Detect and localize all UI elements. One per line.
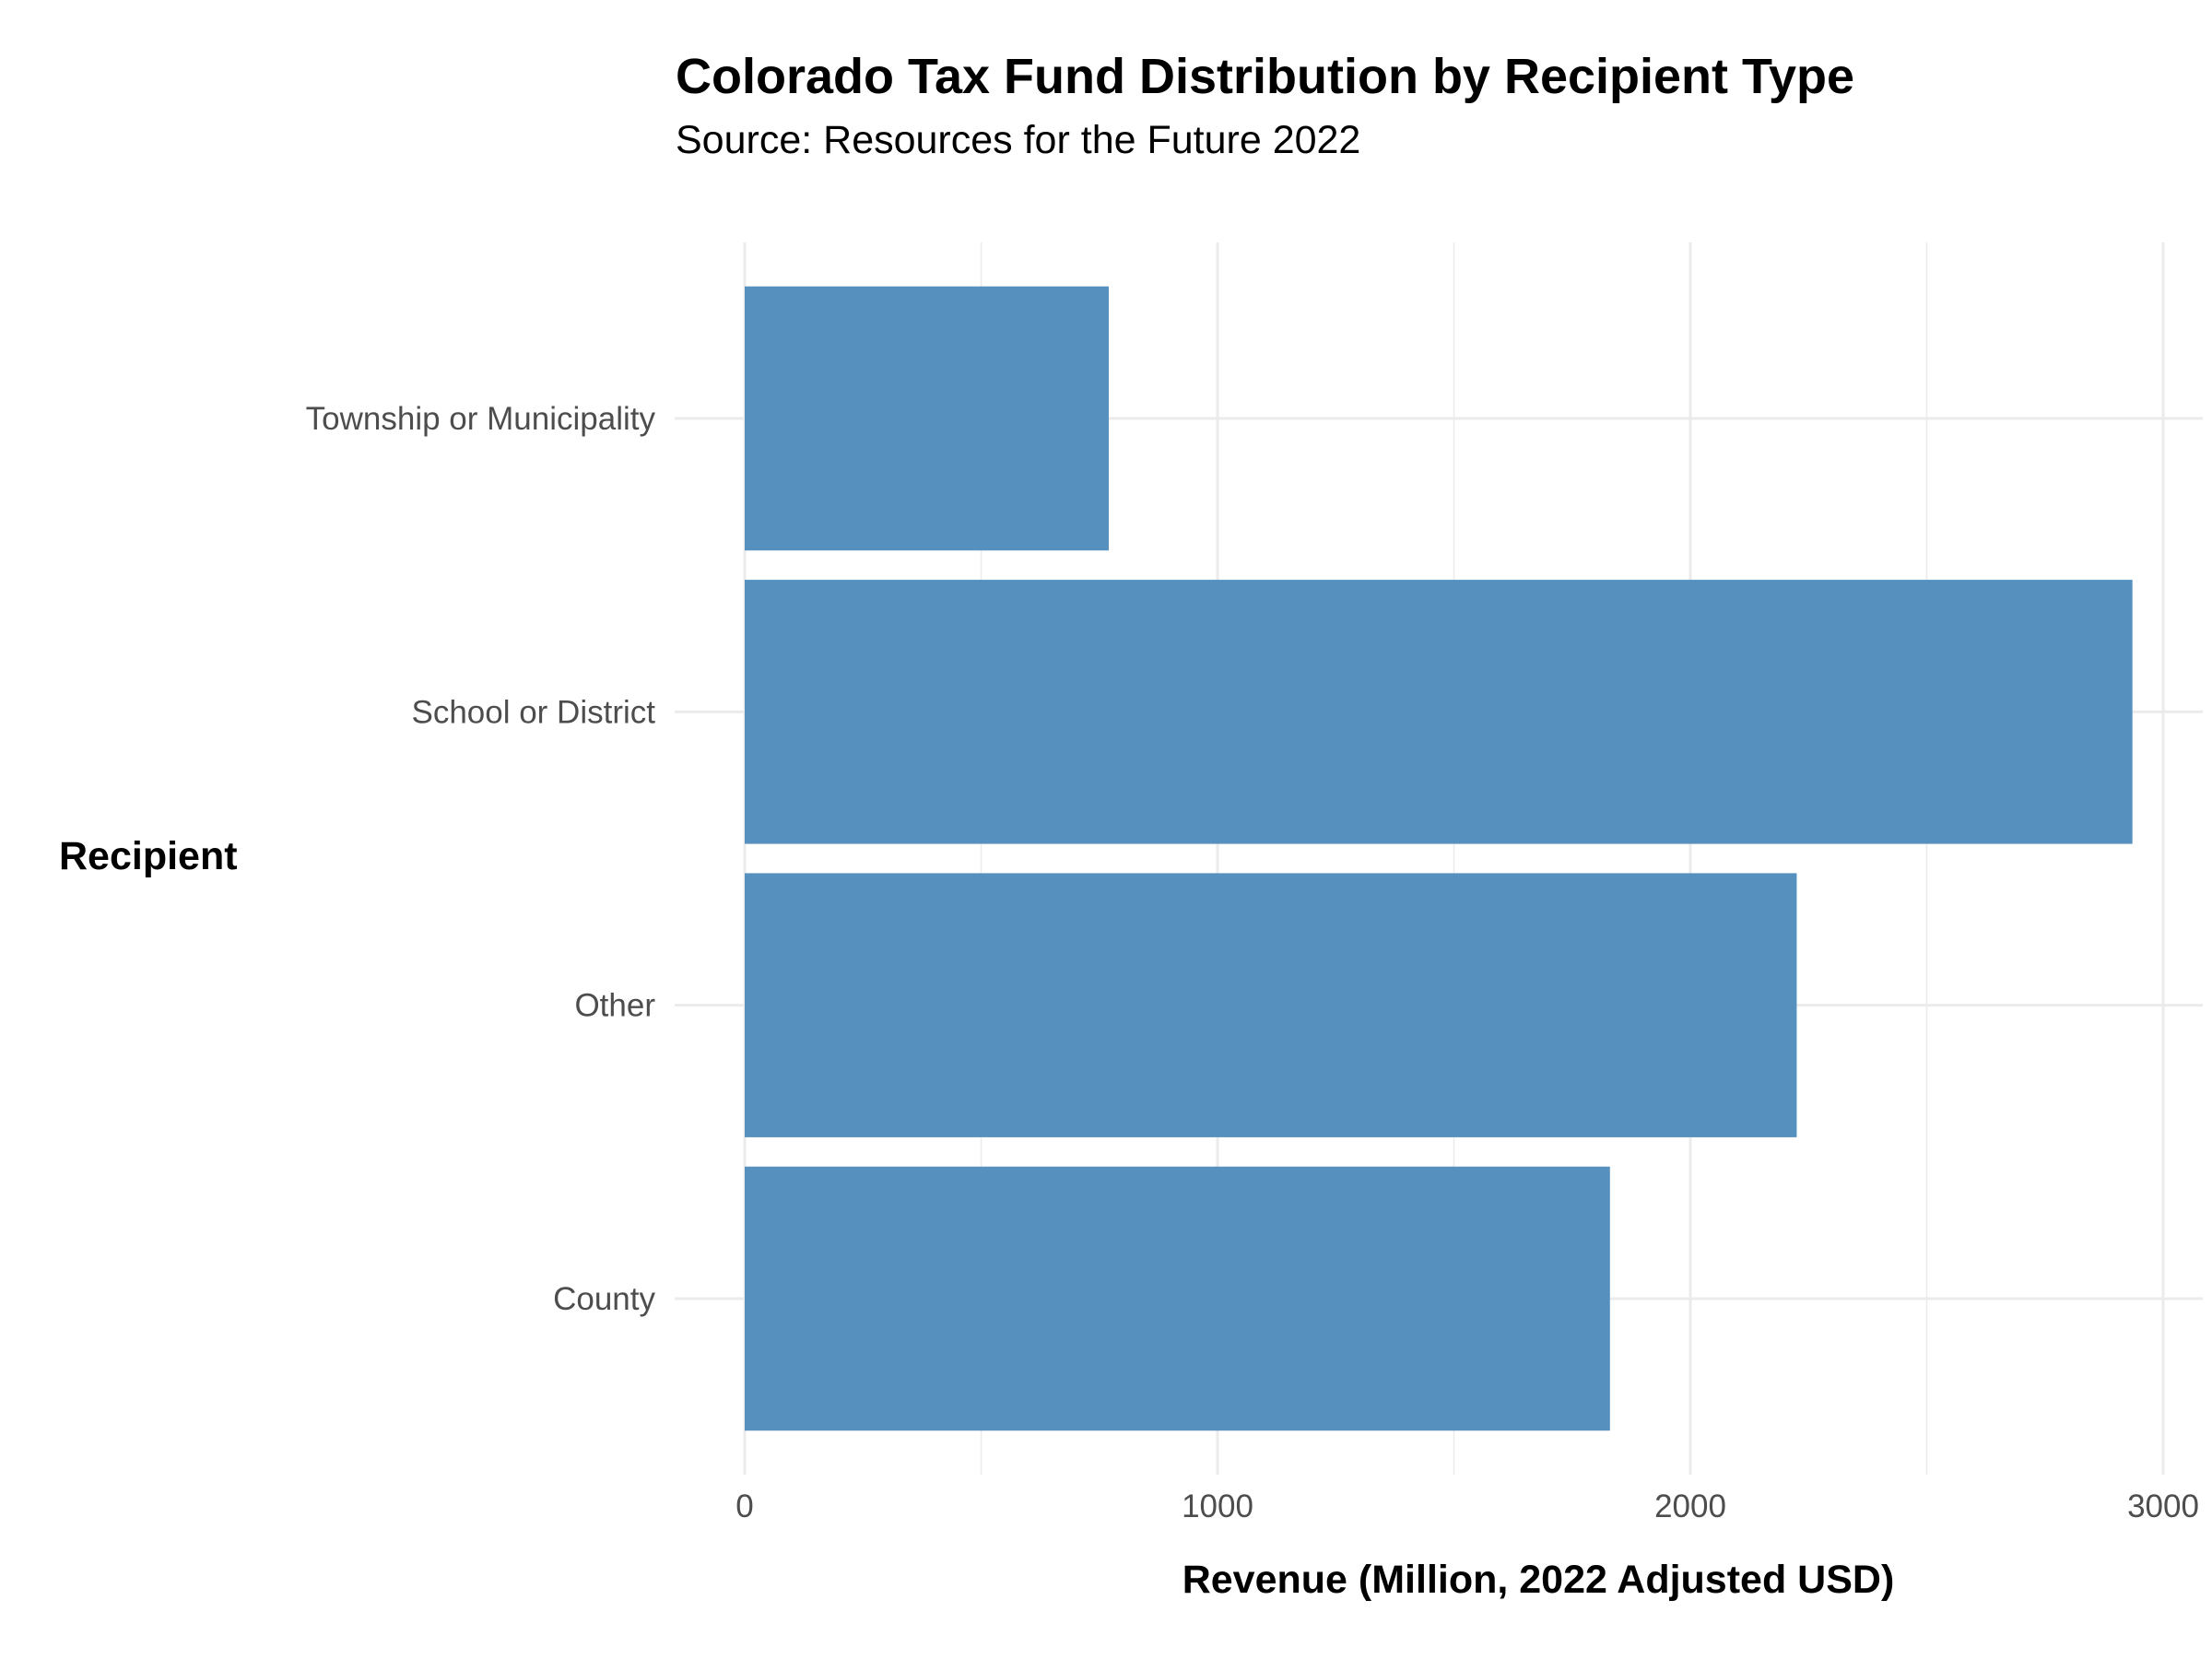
x-axis-label: Revenue (Million, 2022 Adjusted USD) xyxy=(1182,1558,1895,1602)
chart-subtitle: Source: Resources for the Future 2022 xyxy=(676,118,1361,162)
bar-township-or-municipality xyxy=(745,286,1110,551)
y-tick-label: School or District xyxy=(411,694,655,730)
x-tick-label: 2000 xyxy=(1654,1488,1726,1524)
tick-label-layer: County Other School or District Township or… xyxy=(306,401,2199,1524)
y-tick-label: Township or Municipality xyxy=(306,401,656,437)
y-axis-label: Recipient xyxy=(59,834,238,878)
x-tick-label: 3000 xyxy=(2127,1488,2199,1524)
bar-school-or-district xyxy=(745,580,2133,844)
y-tick-label: County xyxy=(553,1281,655,1317)
y-tick-label: Other xyxy=(574,988,655,1024)
bar-other xyxy=(745,873,1797,1137)
x-tick-label: 1000 xyxy=(1182,1488,1253,1524)
bar-layer xyxy=(745,286,2133,1431)
bar-county xyxy=(745,1166,1610,1431)
x-tick-label: 0 xyxy=(735,1488,753,1524)
chart-title: Colorado Tax Fund Distribution by Recipi… xyxy=(676,49,1855,104)
